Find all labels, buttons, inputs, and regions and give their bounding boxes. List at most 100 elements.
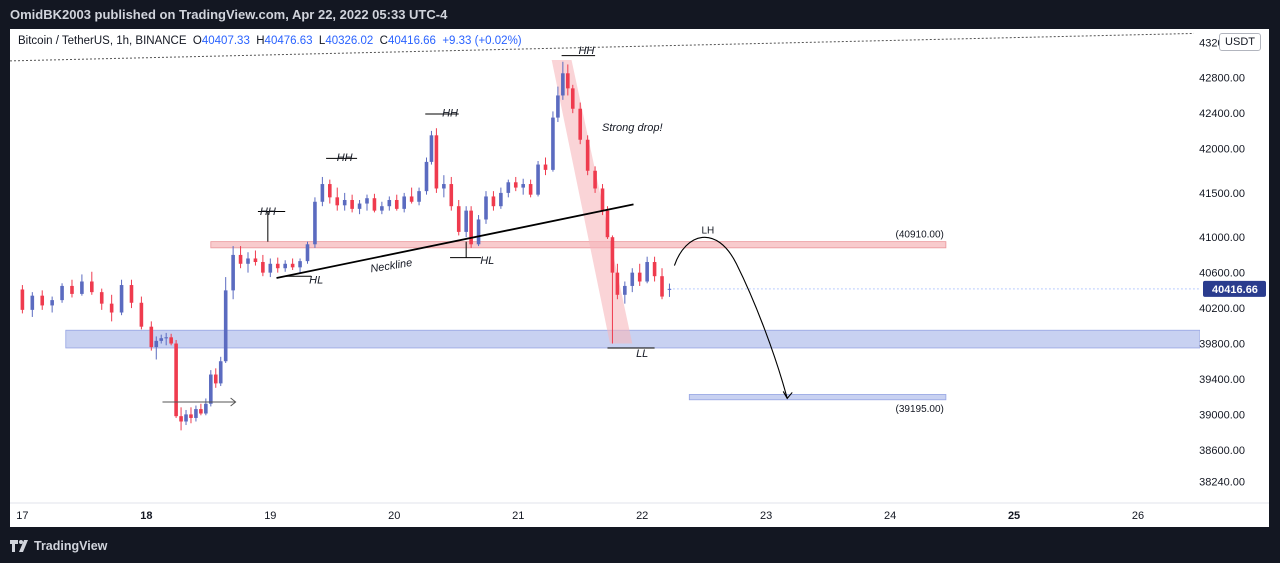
candle[interactable] (667, 283, 672, 297)
candle[interactable] (335, 187, 340, 211)
candle[interactable] (561, 61, 565, 100)
candle[interactable] (253, 250, 258, 266)
candle[interactable] (585, 135, 590, 176)
candle[interactable] (630, 268, 635, 293)
candle[interactable] (570, 84, 575, 114)
candle[interactable] (283, 260, 287, 272)
candle[interactable] (246, 252, 250, 273)
zone-res[interactable] (210, 241, 947, 249)
candle[interactable] (645, 256, 649, 284)
candle[interactable] (610, 235, 615, 344)
chart-panel[interactable]: Bitcoin / TetherUS, 1h, BINANCE O40407.3… (9, 29, 1269, 527)
candle[interactable] (174, 339, 178, 418)
candle[interactable] (499, 187, 503, 209)
candle[interactable] (660, 268, 664, 300)
projection-arc[interactable] (673, 236, 788, 399)
candle[interactable] (528, 179, 533, 198)
candle[interactable] (578, 102, 583, 145)
candle[interactable] (209, 370, 213, 407)
candle[interactable] (159, 334, 164, 344)
candle[interactable] (543, 157, 548, 176)
candle[interactable] (442, 175, 446, 198)
candle[interactable] (213, 368, 218, 388)
candle[interactable] (313, 197, 317, 248)
candle[interactable] (320, 176, 325, 207)
candle[interactable] (109, 294, 114, 322)
candle[interactable] (536, 161, 540, 197)
upper-trendline[interactable] (9, 32, 1194, 62)
candle[interactable] (350, 194, 354, 213)
candle[interactable] (80, 274, 84, 296)
candle[interactable] (218, 356, 223, 387)
candle[interactable] (342, 192, 347, 211)
candle[interactable] (204, 398, 208, 416)
candle[interactable] (238, 246, 243, 269)
currency-button[interactable]: USDT (1219, 33, 1261, 51)
candle[interactable] (70, 279, 74, 298)
candle[interactable] (275, 257, 280, 273)
candle[interactable] (169, 333, 173, 346)
candle[interactable] (491, 191, 496, 211)
candle[interactable] (154, 336, 159, 360)
candle[interactable] (305, 241, 310, 264)
candle[interactable] (600, 184, 605, 216)
candle[interactable] (513, 176, 518, 192)
candle[interactable] (387, 196, 392, 211)
candle[interactable] (60, 283, 64, 303)
candle[interactable] (409, 187, 414, 204)
candle[interactable] (551, 111, 555, 172)
candle[interactable] (184, 409, 188, 426)
candle[interactable] (50, 296, 54, 313)
candle[interactable] (402, 192, 406, 213)
candle[interactable] (637, 263, 642, 286)
candle[interactable] (615, 263, 620, 300)
candle[interactable] (199, 403, 203, 416)
neckline[interactable] (276, 203, 634, 279)
candle[interactable] (506, 179, 511, 198)
candle[interactable] (469, 206, 473, 248)
candle[interactable] (434, 128, 439, 193)
candle[interactable] (30, 292, 35, 317)
candle[interactable] (231, 246, 235, 300)
candle[interactable] (90, 271, 94, 295)
candle[interactable] (164, 332, 168, 346)
candle[interactable] (129, 279, 134, 309)
candle[interactable] (652, 256, 657, 282)
candle[interactable] (357, 199, 362, 215)
candle[interactable] (484, 191, 488, 224)
price-chart[interactable]: (40910.00)(39195.00)HHHHHHHHHLHLLLLHNeck… (9, 29, 1269, 527)
tradingview-logo[interactable]: TradingView (10, 539, 107, 553)
candle[interactable] (424, 157, 429, 195)
candle[interactable] (605, 206, 610, 239)
candle[interactable] (179, 407, 183, 431)
candle[interactable] (189, 407, 193, 424)
candle[interactable] (380, 201, 384, 215)
candle[interactable] (223, 277, 228, 364)
candle[interactable] (449, 176, 454, 211)
candle[interactable] (290, 258, 295, 270)
candle[interactable] (268, 258, 273, 278)
candle[interactable] (261, 254, 265, 277)
candle[interactable] (521, 178, 525, 195)
candle[interactable] (99, 288, 104, 310)
zone-tgt[interactable] (688, 394, 947, 401)
candle[interactable] (194, 405, 198, 422)
candle[interactable] (593, 166, 597, 193)
candle[interactable] (365, 194, 369, 211)
candle[interactable] (476, 215, 481, 247)
candle[interactable] (119, 279, 124, 316)
candle[interactable] (328, 179, 332, 204)
candle[interactable] (394, 194, 399, 211)
candle[interactable] (429, 130, 434, 165)
candle[interactable] (149, 321, 154, 351)
candle[interactable] (40, 290, 45, 310)
candle[interactable] (464, 206, 468, 238)
candle[interactable] (298, 258, 302, 273)
candle[interactable] (556, 86, 560, 123)
zone-sup[interactable] (65, 329, 1201, 349)
candle[interactable] (372, 193, 377, 213)
candle[interactable] (417, 187, 421, 206)
candle[interactable] (20, 285, 25, 314)
candle[interactable] (456, 199, 461, 236)
candle[interactable] (139, 296, 144, 330)
